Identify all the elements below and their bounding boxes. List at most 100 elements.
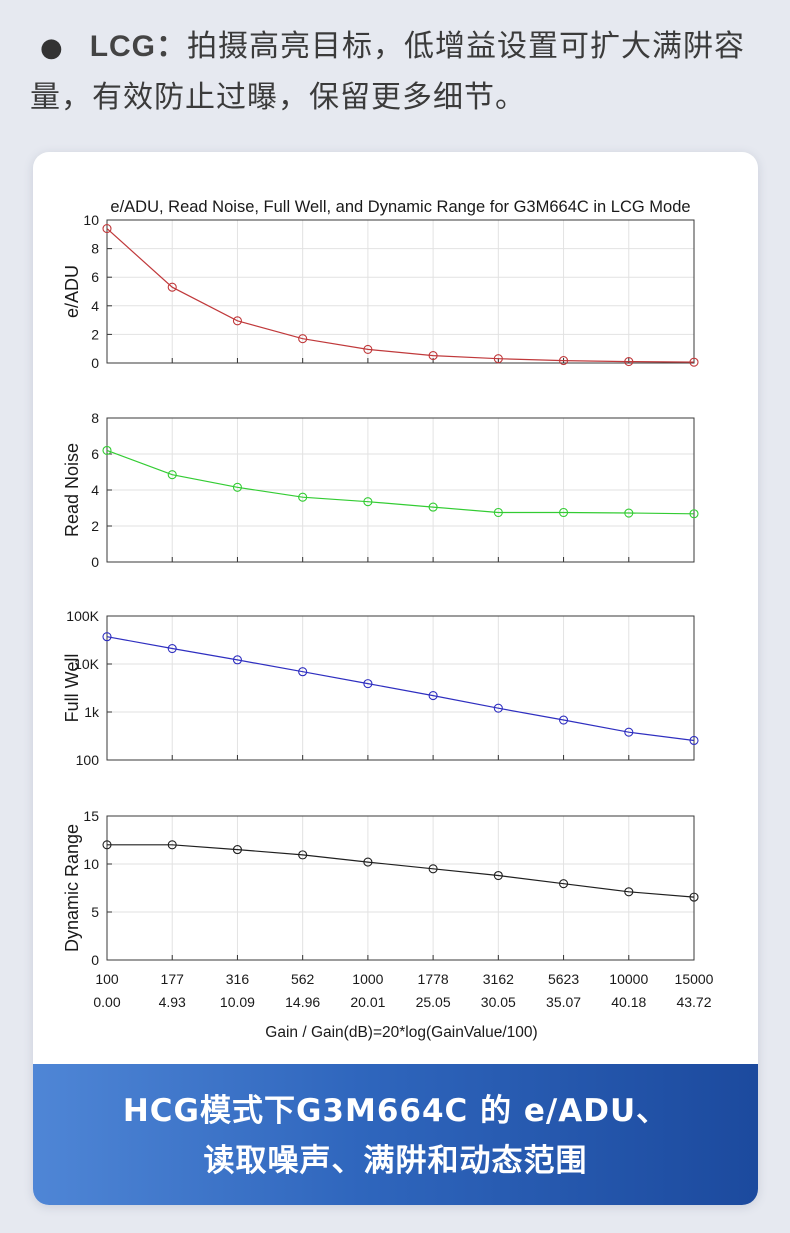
y-tick-label: 0 xyxy=(91,554,99,570)
intro-text: 拍摄高亮目标，低增益设置可扩大满阱容量，有效防止过曝，保留更多细节。 xyxy=(30,29,746,115)
y-tick-label: 100 xyxy=(76,752,100,768)
y-tick-label: 2 xyxy=(91,518,99,534)
data-point xyxy=(298,334,308,344)
axes-frame xyxy=(106,815,695,961)
y-axis-label: e/ADU xyxy=(62,265,82,318)
data-point xyxy=(689,735,699,746)
y-tick-label: 5 xyxy=(91,904,99,920)
series-line xyxy=(106,636,695,742)
data-point xyxy=(493,870,503,881)
data-point xyxy=(624,357,634,367)
y-tick-label: 10 xyxy=(83,212,99,228)
data-point xyxy=(167,840,177,850)
intro-label: LCG： xyxy=(89,30,188,63)
x-tick-label-db: 30.05 xyxy=(481,994,516,1010)
data-point xyxy=(428,691,438,701)
y-tick-label: 6 xyxy=(91,269,99,285)
data-point xyxy=(493,507,503,518)
axes-frame xyxy=(106,615,695,761)
x-tick-label: 10000 xyxy=(609,971,648,987)
x-tick-label: 15000 xyxy=(675,971,714,987)
chart-title: e/ADU, Read Noise, Full Well, and Dynami… xyxy=(110,198,690,216)
x-tick-label-db: 20.01 xyxy=(350,994,385,1010)
bullet-icon: ● xyxy=(40,33,64,63)
data-point xyxy=(624,508,634,518)
data-point xyxy=(363,497,373,507)
data-point xyxy=(428,351,438,361)
y-tick-label: 2 xyxy=(91,326,99,342)
x-tick-label-db: 40.18 xyxy=(611,994,646,1010)
data-point xyxy=(102,632,112,642)
data-point xyxy=(298,492,308,502)
y-tick-label: 10 xyxy=(83,856,99,872)
data-point xyxy=(493,703,503,713)
x-tick-label-db: 0.00 xyxy=(93,994,120,1010)
y-tick-label: 8 xyxy=(91,241,99,257)
data-point xyxy=(689,509,699,519)
data-point xyxy=(167,282,177,292)
y-tick-label: 10K xyxy=(74,656,100,672)
y-tick-label: 4 xyxy=(91,482,99,498)
x-axis-label: Gain / Gain(dB)=20*log(GainValue/100) xyxy=(265,1024,537,1041)
x-tick-label: 1000 xyxy=(352,971,383,987)
chart-card: e/ADU, Read Noise, Full Well, and Dynami… xyxy=(33,152,758,1205)
data-point xyxy=(232,316,242,326)
x-tick-label-db: 35.07 xyxy=(546,994,581,1010)
data-point xyxy=(493,354,503,364)
y-tick-label: 1k xyxy=(84,704,100,720)
data-point xyxy=(363,857,373,867)
axes-frame xyxy=(106,219,695,364)
data-point xyxy=(298,850,308,860)
data-point xyxy=(102,840,112,850)
x-tick-label-db: 25.05 xyxy=(416,994,451,1010)
data-point xyxy=(624,887,634,897)
x-tick-label: 316 xyxy=(226,971,250,987)
x-tick-label: 3162 xyxy=(483,971,514,987)
y-tick-label: 8 xyxy=(91,410,99,426)
x-tick-label-db: 4.93 xyxy=(159,994,186,1010)
data-point xyxy=(363,344,373,354)
y-tick-label: 6 xyxy=(91,446,99,462)
series-line xyxy=(106,449,695,515)
data-point xyxy=(102,445,112,455)
y-tick-label: 0 xyxy=(91,355,99,371)
y-axis-label: Read Noise xyxy=(62,443,82,537)
y-tick-label: 0 xyxy=(91,952,99,968)
data-point xyxy=(232,845,242,855)
data-point xyxy=(102,224,112,234)
y-axis-label: Full Well xyxy=(62,654,82,723)
series-line xyxy=(106,228,695,363)
data-point xyxy=(167,643,177,654)
x-tick-label: 177 xyxy=(161,971,185,987)
banner-line-2: 读取噪声、满阱和动态范围 xyxy=(203,1143,588,1179)
intro-paragraph: ● LCG：拍摄高亮目标，低增益设置可扩大满阱容量，有效防止过曝，保留更多细节。 xyxy=(30,22,770,123)
data-point xyxy=(298,667,308,677)
y-tick-label: 100K xyxy=(66,608,99,624)
data-point xyxy=(428,864,438,874)
data-point xyxy=(689,357,699,367)
banner-line-1: HCG模式下G3M664C 的 e/ADU、 xyxy=(122,1093,669,1129)
data-point xyxy=(232,482,242,492)
x-tick-label: 100 xyxy=(95,971,119,987)
x-tick-label-db: 14.96 xyxy=(285,994,320,1010)
y-axis-label: Dynamic Range xyxy=(62,824,82,952)
series-line xyxy=(107,844,695,898)
data-point xyxy=(428,502,438,512)
gain-charts: e/ADU, Read Noise, Full Well, and Dynami… xyxy=(62,198,714,1041)
data-point xyxy=(167,470,177,480)
data-point xyxy=(559,507,569,518)
y-tick-label: 4 xyxy=(91,298,99,314)
data-point xyxy=(559,356,569,366)
x-tick-label-db: 43.72 xyxy=(676,994,711,1010)
axes-frame xyxy=(106,417,695,563)
data-point xyxy=(232,655,242,665)
x-tick-label: 5623 xyxy=(548,971,579,987)
data-point xyxy=(689,892,699,902)
y-tick-label: 15 xyxy=(83,808,99,824)
caption-banner: HCG模式下G3M664C 的 e/ADU、 读取噪声、满阱和动态范围 xyxy=(33,1064,758,1205)
data-point xyxy=(559,879,569,889)
data-point xyxy=(559,715,569,725)
x-tick-label-db: 10.09 xyxy=(220,994,255,1010)
data-point xyxy=(363,679,373,689)
x-tick-label: 1778 xyxy=(418,971,449,987)
